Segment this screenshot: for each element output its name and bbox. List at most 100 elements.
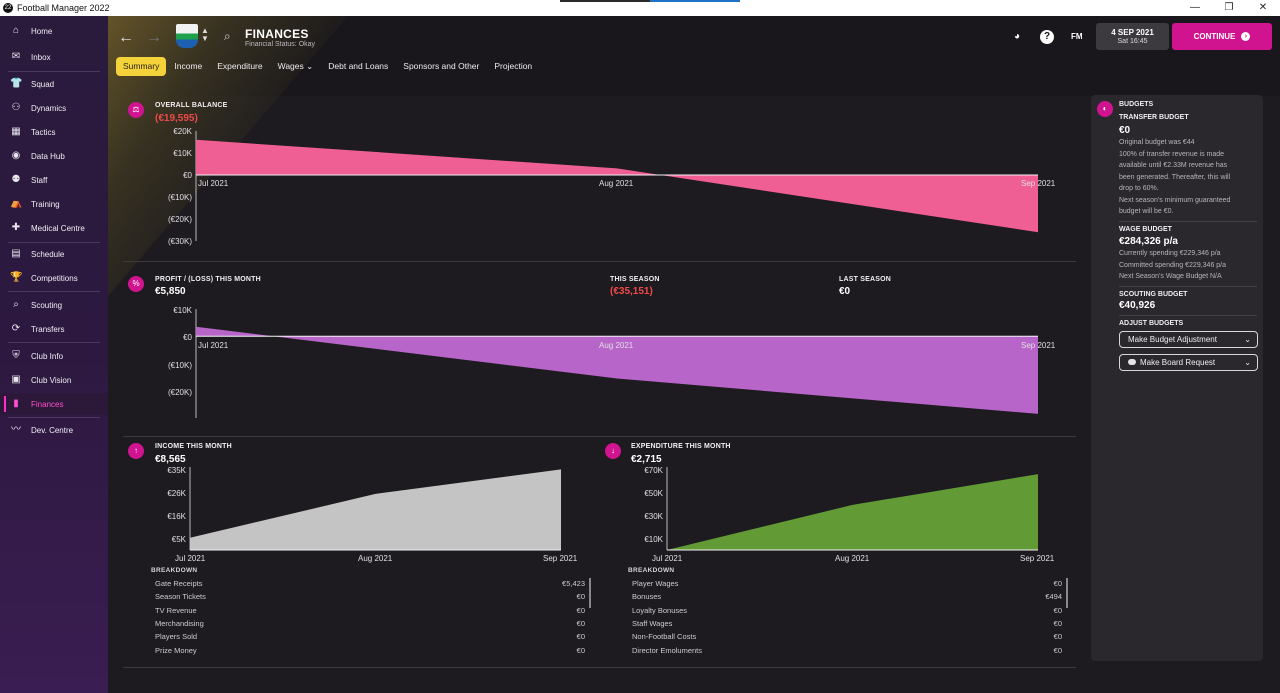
sidebar-item-tactics[interactable]: ▦ Tactics: [0, 121, 108, 143]
button-label: Make Board Request: [1140, 358, 1216, 367]
list-item: Staff Wages: [632, 619, 673, 628]
fm-menu-button[interactable]: FM: [1071, 32, 1083, 41]
wage-budget-label: WAGE BUDGET: [1119, 226, 1172, 233]
budgets-divider: [1119, 221, 1257, 222]
tab-projection[interactable]: Projection: [494, 61, 533, 71]
make-budget-adjustment-button[interactable]: Make Budget Adjustment ⌄: [1119, 331, 1258, 348]
sidebar-item-label: Tactics: [31, 127, 56, 137]
profit-value: €5,850: [155, 286, 186, 297]
sidebar-item-inbox[interactable]: ✉ Inbox: [0, 46, 108, 68]
expenditure-value: €2,715: [631, 454, 662, 465]
sidebar-item-label: Home: [31, 26, 53, 36]
y-tick: (€20K): [167, 215, 192, 224]
sidebar-item-home[interactable]: ⌂ Home: [0, 20, 108, 42]
sidebar-item-club-info[interactable]: ⛨ Club Info: [0, 345, 108, 367]
sidebar-divider: [8, 417, 100, 418]
sidebar-item-finances[interactable]: ▮ Finances: [0, 393, 108, 415]
minimize-icon[interactable]: —: [1190, 2, 1200, 13]
y-tick: €50K: [644, 489, 663, 498]
list-item-value: €0: [576, 592, 585, 601]
shield-icon: ⛨: [12, 350, 20, 361]
sidebar-item-label: Dev. Centre: [31, 425, 74, 435]
chevron-right-icon: ›: [1241, 32, 1251, 41]
tab-wages[interactable]: Wages ⌄: [277, 61, 314, 71]
club-crest[interactable]: [176, 24, 198, 48]
x-tick: Sep 2021: [543, 554, 578, 563]
last-season-value: €0: [839, 286, 851, 297]
help-icon[interactable]: ?: [1040, 30, 1054, 44]
scouting-budget-label: SCOUTING BUDGET: [1119, 291, 1188, 298]
profit-area: [196, 326, 1038, 414]
make-board-request-button[interactable]: Make Board Request ⌄: [1119, 354, 1258, 371]
sidebar-item-data-hub[interactable]: ◉ Data Hub: [0, 145, 108, 167]
club-switch-icon[interactable]: ▲ ▼: [201, 26, 209, 43]
budgets-divider: [1119, 286, 1257, 287]
sidebar-item-squad[interactable]: 👕 Squad: [0, 73, 108, 95]
search-icon[interactable]: ⌕: [224, 29, 231, 43]
sidebar-item-schedule[interactable]: ▤ Schedule: [0, 243, 108, 265]
sidebar-item-scouting[interactable]: ⌕ Scouting: [0, 294, 108, 316]
expenditure-area: [667, 474, 1038, 550]
sidebar-divider: [8, 242, 100, 243]
income-breakdown-scrollbar[interactable]: [589, 578, 591, 608]
sidebar-item-dynamics[interactable]: ⚇ Dynamics: [0, 97, 108, 119]
staff-icon: ⚉: [11, 174, 21, 185]
y-tick: (€30K): [167, 237, 192, 246]
sidebar-item-training[interactable]: ⛺ Training: [0, 193, 108, 215]
tab-sponsors-and-other[interactable]: Sponsors and Other: [403, 61, 480, 71]
inbox-icon: ✉: [11, 51, 21, 62]
tab-expenditure[interactable]: Expenditure: [217, 61, 263, 71]
vision-icon: ▣: [11, 374, 21, 385]
sidebar-item-competitions[interactable]: 🏆 Competitions: [0, 267, 108, 289]
sidebar-item-club-vision[interactable]: ▣ Club Vision: [0, 369, 108, 391]
overall-balance-label: OVERALL BALANCE: [155, 102, 228, 109]
training-icon: ⛺: [10, 198, 23, 209]
note-line: budget will be €0.: [1119, 208, 1174, 215]
back-arrow-icon[interactable]: ←: [118, 29, 134, 46]
x-tick: Aug 2021: [358, 554, 393, 563]
note-line: Next Season's Wage Budget N/A: [1119, 273, 1222, 280]
brain-icon[interactable]: ◕: [1013, 31, 1021, 42]
this-season-value: (€35,151): [610, 286, 653, 297]
balance-area: [196, 139, 1038, 233]
income-breakdown-header: BREAKDOWN: [151, 567, 198, 574]
close-icon[interactable]: ✕: [1258, 2, 1268, 13]
continue-label: CONTINUE: [1193, 32, 1236, 41]
date-display[interactable]: 4 SEP 2021 Sat 16:45: [1096, 23, 1169, 50]
profit-label: PROFIT / (LOSS) THIS MONTH: [155, 276, 261, 283]
x-tick: Sep 2021: [1021, 179, 1056, 188]
expenditure-breakdown-scrollbar[interactable]: [1066, 578, 1068, 608]
chevron-down-icon: ⌄: [1244, 335, 1251, 344]
sidebar-item-dev-centre[interactable]: 〰 Dev. Centre: [0, 419, 108, 441]
maximize-icon[interactable]: ❐: [1224, 2, 1234, 13]
section-divider: [123, 436, 1076, 437]
sidebar-item-label: Inbox: [31, 52, 51, 62]
sidebar-item-medical-centre[interactable]: ✚ Medical Centre: [0, 217, 108, 239]
tactics-icon: ▦: [11, 126, 21, 137]
window-titlebar: 22 Football Manager 2022 — ❐ ✕: [0, 0, 1280, 16]
note-line: 100% of transfer revenue is made: [1119, 150, 1225, 158]
list-item: Loyalty Bonuses: [632, 606, 688, 615]
note-line: been generated. Thereafter, this will: [1119, 173, 1231, 181]
list-item: Prize Money: [155, 646, 197, 655]
sidebar-item-staff[interactable]: ⚉ Staff: [0, 169, 108, 191]
y-tick: €0: [183, 171, 192, 180]
continue-button[interactable]: CONTINUE ›: [1172, 23, 1272, 50]
tab-summary[interactable]: Summary: [116, 57, 167, 76]
list-item-value: €0: [1053, 579, 1062, 588]
y-tick: €16K: [167, 512, 186, 521]
note-line: Committed spending €229,346 p/a: [1119, 261, 1227, 269]
x-tick: Jul 2021: [652, 554, 683, 563]
scouting-budget-value: €40,926: [1119, 300, 1156, 311]
budgets-divider: [1119, 315, 1257, 316]
forward-arrow-icon[interactable]: →: [146, 29, 162, 46]
chevron-down-icon: ⌄: [1244, 358, 1251, 367]
tab-income[interactable]: Income: [174, 61, 203, 71]
calendar-icon: ▤: [11, 248, 21, 259]
date-text: 4 SEP 2021: [1111, 28, 1154, 37]
trophy-icon: 🏆: [10, 272, 23, 283]
tab-debt-and-loans[interactable]: Debt and Loans: [328, 61, 389, 71]
list-item: Bonuses: [632, 592, 662, 601]
list-item: TV Revenue: [155, 606, 197, 615]
sidebar-item-transfers[interactable]: ⟳ Transfers: [0, 318, 108, 340]
